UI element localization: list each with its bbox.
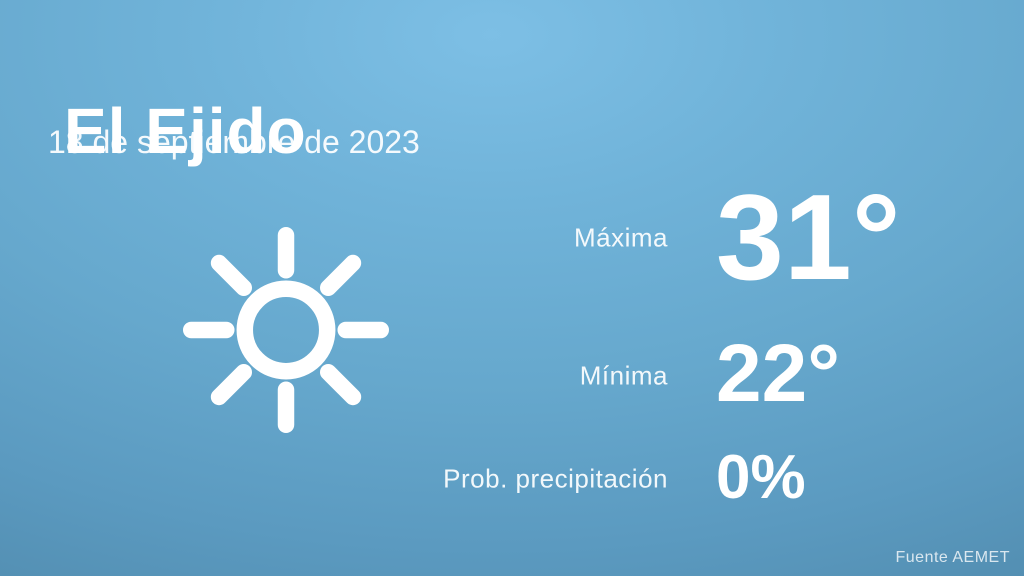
precipitation-label: Prob. precipitación xyxy=(443,463,668,494)
max-temp-label: Máxima xyxy=(573,222,668,253)
source-credit: Fuente AEMET xyxy=(895,549,1010,566)
min-temp-label: Mínima xyxy=(579,360,668,391)
sun-icon xyxy=(183,227,389,433)
date-subtitle: 18 de septiembre de 2023 xyxy=(48,124,420,160)
min-temp-value: 22° xyxy=(716,328,841,419)
precipitation-value: 0% xyxy=(716,443,806,512)
max-temp-value: 31° xyxy=(716,169,901,305)
city-title: El Ejido xyxy=(64,94,307,167)
